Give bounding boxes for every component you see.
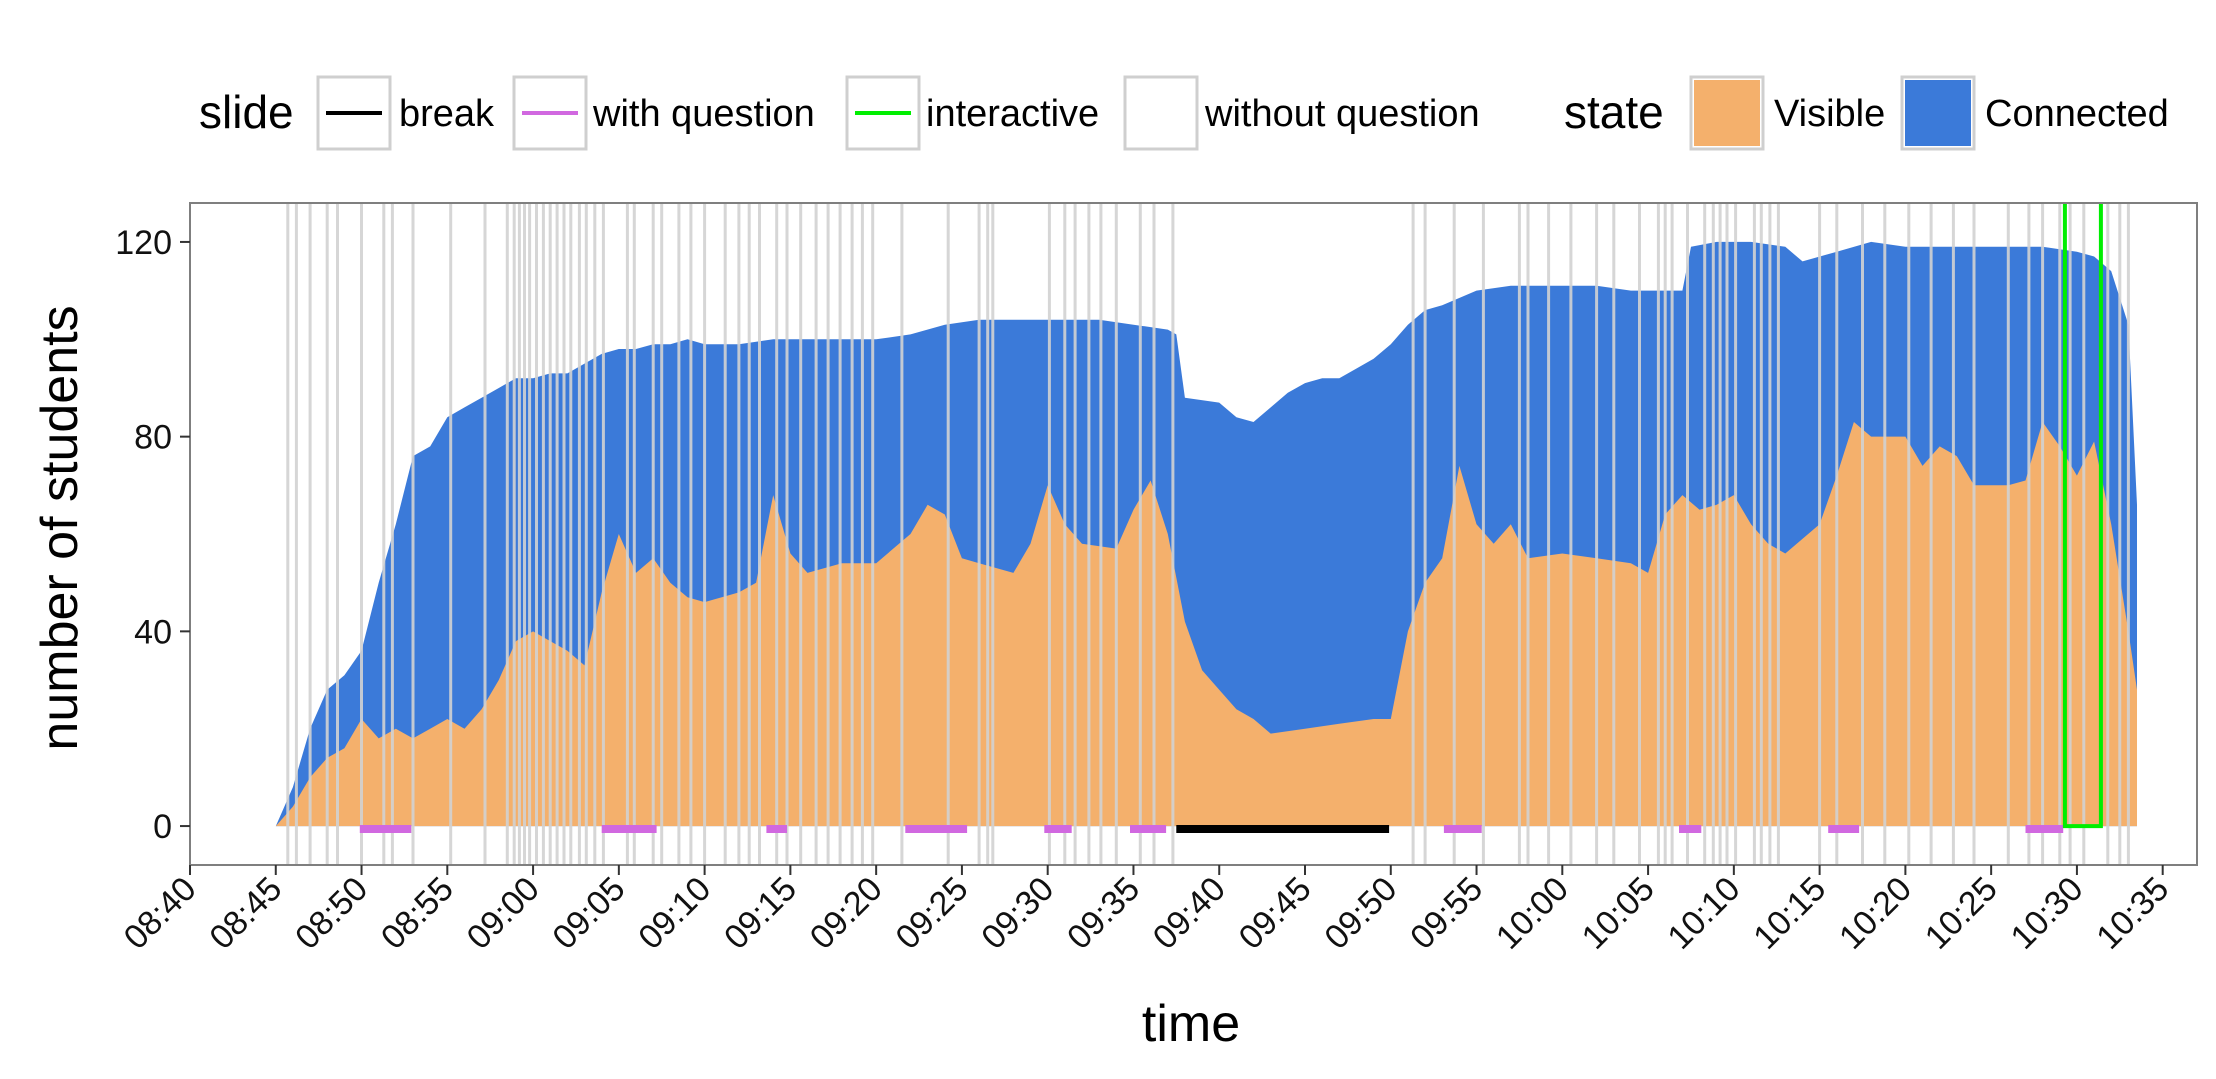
legend-label-connected: Connected	[1985, 93, 2169, 135]
x-tick-label: 08:50	[288, 870, 375, 957]
legend-entry-with-question: with question	[512, 75, 815, 151]
slide-segments	[359, 203, 2103, 833]
x-tick-label: 10:00	[1489, 870, 1576, 957]
legend-entry-without-question: without question	[1123, 75, 1480, 151]
x-tick-label: 10:35	[2089, 870, 2176, 957]
legend-label-with-question: with question	[592, 93, 815, 135]
legend-label-visible: Visible	[1774, 93, 1885, 135]
legend-entry-visible: Visible	[1689, 75, 1885, 151]
x-axis-title: time	[1142, 995, 1240, 1053]
x-tick-label: 09:25	[889, 870, 976, 957]
legend: slide break with question interactive wi…	[199, 75, 2169, 151]
x-tick-label: 10:25	[1918, 870, 2005, 957]
x-axis: 08:4008:4508:5008:5509:0009:0509:1009:15…	[117, 865, 2176, 957]
legend-key-visible	[1694, 80, 1760, 146]
x-tick-label: 10:20	[1832, 870, 1919, 957]
x-tick-label: 08:45	[202, 870, 289, 957]
x-tick-label: 10:05	[1575, 870, 1662, 957]
y-tick-label: 120	[115, 224, 172, 262]
x-tick-label: 09:20	[803, 870, 890, 957]
x-tick-label: 09:15	[717, 870, 804, 957]
y-tick-label: 80	[134, 419, 172, 457]
y-tick-label: 0	[153, 808, 172, 846]
x-tick-label: 09:05	[545, 870, 632, 957]
legend-key-connected	[1905, 80, 1971, 146]
x-tick-label: 09:35	[1060, 870, 1147, 957]
y-axis: 0 40 80 120	[115, 224, 190, 846]
x-tick-label: 09:10	[631, 870, 718, 957]
legend-entry-interactive: interactive	[845, 75, 1099, 151]
legend-title-state: state	[1564, 86, 1664, 138]
legend-title-slide: slide	[199, 86, 294, 138]
plot-area: 0408012008:4008:4508:5008:5509:0009:0509…	[115, 202, 2198, 957]
x-tick-label: 09:30	[974, 870, 1061, 957]
x-tick-label: 10:10	[1660, 870, 1747, 957]
legend-entry-break: break	[316, 75, 495, 151]
x-tick-label: 09:50	[1317, 870, 1404, 957]
x-tick-label: 08:40	[117, 870, 204, 957]
legend-label-without-question: without question	[1204, 93, 1480, 135]
y-axis-title: number of students	[31, 305, 89, 750]
x-tick-label: 10:15	[1746, 870, 1833, 957]
x-tick-label: 09:40	[1146, 870, 1233, 957]
slide-segment-interactive	[2062, 203, 2103, 829]
legend-label-break: break	[399, 93, 495, 135]
x-tick-label: 09:45	[1232, 870, 1319, 957]
x-tick-label: 09:00	[460, 870, 547, 957]
x-tick-label: 10:30	[2004, 870, 2091, 957]
slide-boundaries	[286, 203, 2130, 865]
x-tick-label: 09:55	[1403, 870, 1490, 957]
legend-label-interactive: interactive	[926, 93, 1099, 135]
legend-entry-connected: Connected	[1900, 75, 2169, 151]
y-tick-label: 40	[134, 613, 172, 651]
plot-frame	[189, 202, 2198, 866]
x-tick-label: 08:55	[374, 870, 461, 957]
